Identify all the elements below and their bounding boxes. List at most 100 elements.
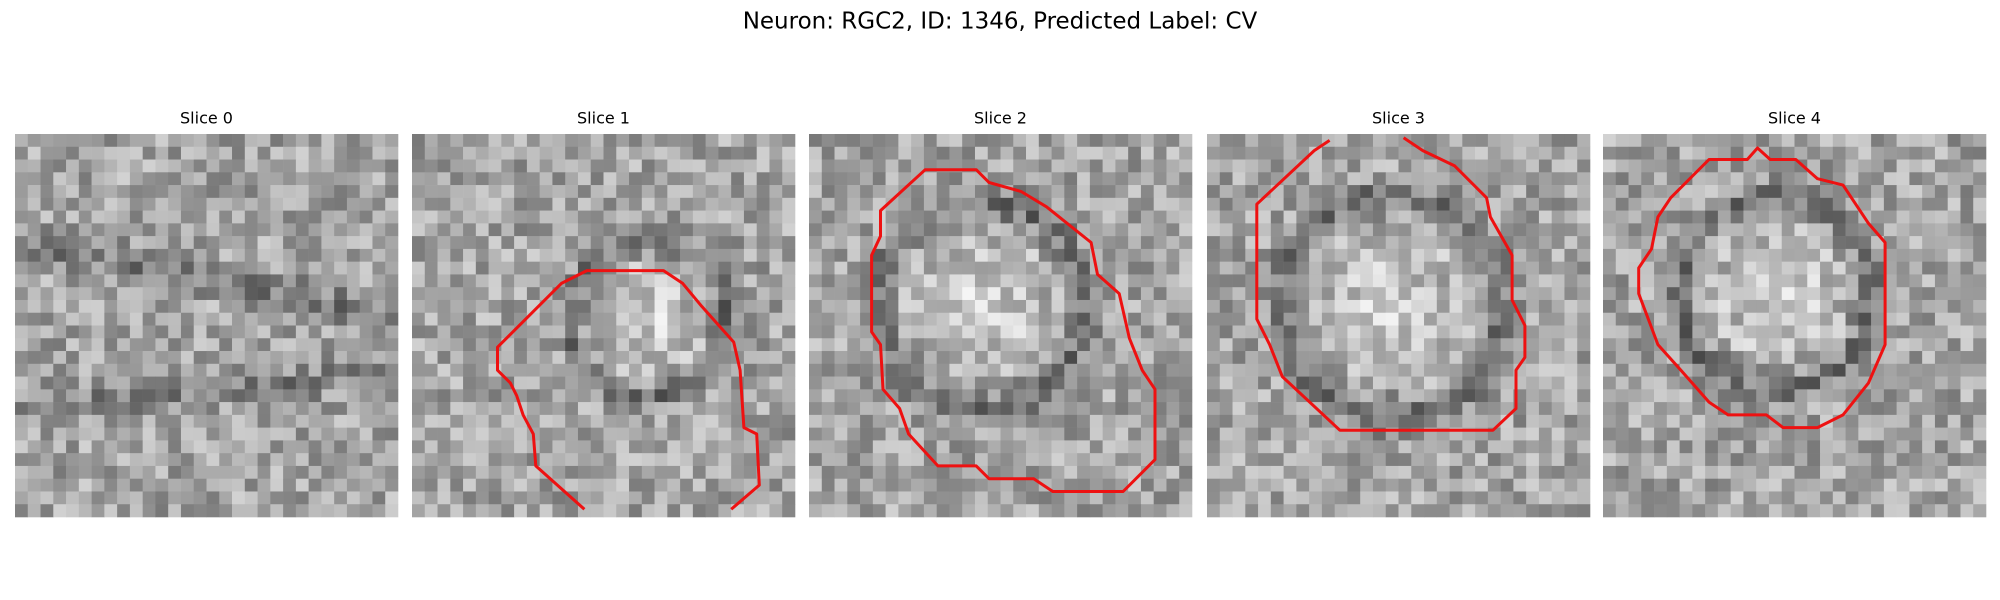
pixel: [193, 504, 207, 518]
pixel: [193, 376, 207, 390]
pixel: [1730, 223, 1744, 237]
pixel: [1115, 236, 1129, 250]
pixel: [834, 351, 848, 365]
pixel: [1934, 478, 1948, 492]
pixel: [1845, 325, 1859, 339]
pixel: [501, 453, 515, 467]
pixel: [168, 504, 182, 518]
pixel: [1424, 440, 1438, 454]
pixel: [424, 172, 438, 186]
pixel: [1296, 172, 1310, 186]
pixel: [450, 236, 464, 250]
pixel: [923, 287, 937, 301]
pixel: [463, 146, 477, 160]
pixel: [1258, 427, 1272, 441]
pixel: [654, 197, 668, 211]
pixel: [1283, 478, 1297, 492]
pixel: [1089, 414, 1103, 428]
pixel: [1296, 299, 1310, 314]
pixel: [232, 299, 246, 314]
pixel: [78, 351, 92, 365]
pixel: [809, 223, 823, 237]
pixel: [1462, 248, 1476, 262]
pixel: [1947, 172, 1961, 186]
pixel: [911, 223, 925, 237]
pixel: [514, 338, 528, 352]
pixel: [860, 159, 874, 173]
pixel: [437, 351, 451, 365]
pixel: [1385, 248, 1399, 262]
pixel: [1207, 325, 1221, 339]
pixel: [769, 389, 783, 403]
pixel: [1960, 363, 1974, 377]
pixel: [308, 172, 322, 186]
pixel: [603, 287, 617, 301]
pixel: [847, 159, 861, 173]
pixel: [1551, 478, 1565, 492]
pixel: [514, 134, 528, 148]
pixel: [821, 402, 835, 416]
pixel: [450, 389, 464, 403]
pixel: [1577, 338, 1591, 352]
pixel: [1730, 172, 1744, 186]
pixel: [193, 146, 207, 160]
pixel: [705, 274, 719, 288]
pixel: [78, 134, 92, 148]
pixel: [1896, 491, 1910, 505]
pixel: [911, 491, 925, 505]
pixel: [27, 453, 41, 467]
pixel: [1628, 504, 1642, 518]
pixel: [1449, 338, 1463, 352]
pixel: [1820, 261, 1834, 275]
pixel: [1258, 312, 1272, 326]
pixel: [809, 363, 823, 377]
pixel: [860, 299, 874, 314]
pixel: [743, 248, 757, 262]
pixel: [1973, 185, 1987, 199]
pixel: [1628, 478, 1642, 492]
pixel: [488, 389, 502, 403]
pixel: [66, 427, 80, 441]
pixel: [437, 363, 451, 377]
pixel: [1321, 274, 1335, 288]
pixel: [1321, 172, 1335, 186]
pixel: [565, 440, 579, 454]
pixel: [334, 504, 348, 518]
pixel: [936, 363, 950, 377]
pixel: [219, 223, 233, 237]
pixel: [1922, 325, 1936, 339]
pixel: [1858, 491, 1872, 505]
pixel: [1960, 465, 1974, 479]
pixel: [1283, 299, 1297, 314]
pixel: [1245, 172, 1259, 186]
pixel: [450, 197, 464, 211]
pixel: [1654, 185, 1668, 199]
pixel: [718, 338, 732, 352]
pixel: [769, 325, 783, 339]
pixel: [705, 414, 719, 428]
pixel: [1013, 465, 1027, 479]
pixel: [1487, 236, 1501, 250]
pixel: [1909, 414, 1923, 428]
pixel: [949, 363, 963, 377]
pixel: [1679, 274, 1693, 288]
pixel: [1934, 172, 1948, 186]
pixel: [590, 210, 604, 224]
pixel: [424, 185, 438, 199]
pixel: [1513, 504, 1527, 518]
pixel: [1462, 223, 1476, 237]
pixel: [1603, 312, 1617, 326]
pixel: [219, 338, 233, 352]
pixel: [155, 248, 169, 262]
pixel: [1140, 504, 1154, 518]
pixel: [321, 274, 335, 288]
pixel: [1603, 236, 1617, 250]
pixel: [193, 236, 207, 250]
pixel: [565, 427, 579, 441]
pixel: [1115, 185, 1129, 199]
pixel: [1296, 197, 1310, 211]
pixel: [1487, 351, 1501, 365]
pixel: [1705, 261, 1719, 275]
pixel: [1372, 159, 1387, 173]
pixel: [334, 223, 348, 237]
